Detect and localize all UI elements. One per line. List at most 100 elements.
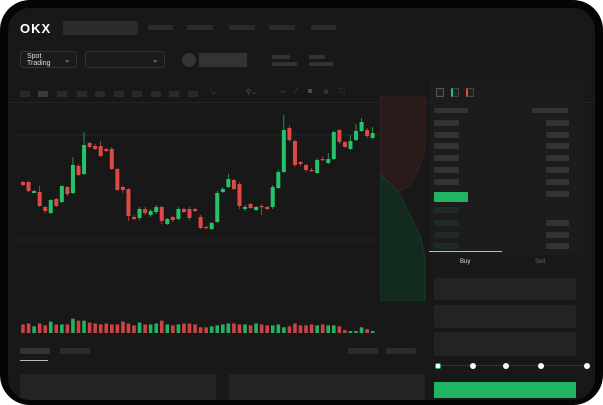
filter-button[interactable] bbox=[386, 348, 416, 354]
volume-bar bbox=[226, 323, 231, 333]
candle-body bbox=[315, 160, 320, 173]
volume-bar bbox=[326, 325, 331, 333]
timeframe-button[interactable] bbox=[114, 91, 124, 97]
nav-item[interactable] bbox=[269, 25, 295, 30]
buy-button[interactable] bbox=[434, 382, 576, 398]
timeframe-button[interactable] bbox=[169, 91, 179, 97]
timeframe-button[interactable] bbox=[20, 91, 30, 97]
candle-body bbox=[309, 170, 314, 172]
volume-bar bbox=[343, 330, 347, 333]
market-selector-button[interactable]: Spot Trading ⌄ bbox=[20, 51, 77, 68]
bid-depth-area bbox=[380, 173, 426, 301]
pair-dropdown[interactable]: ⌄ bbox=[85, 51, 165, 68]
ask-size bbox=[546, 132, 569, 138]
ask-price bbox=[434, 167, 459, 173]
trading-screen: OKX Spot Trading ⌄ ⌄ ⫶⌄ ⚲⌄ ∼ ⟋ ◙ ⊚ ⛶ bbox=[8, 8, 595, 400]
volume-bar bbox=[248, 325, 253, 333]
order-book bbox=[430, 80, 583, 255]
slider-stop[interactable] bbox=[470, 363, 476, 369]
orderbook-asks-icon[interactable] bbox=[466, 88, 474, 97]
slider-stop[interactable] bbox=[503, 363, 509, 369]
volume-bar bbox=[48, 321, 53, 333]
nav-item[interactable] bbox=[148, 25, 173, 30]
filter-button[interactable] bbox=[348, 348, 378, 354]
slider-stop[interactable] bbox=[538, 363, 544, 369]
tab-sell[interactable]: Sell bbox=[535, 259, 546, 265]
fullscreen-icon[interactable]: ⛶ bbox=[340, 88, 345, 95]
candle-body bbox=[281, 130, 286, 172]
candle-body bbox=[220, 189, 225, 192]
candlestick-chart[interactable] bbox=[15, 90, 380, 340]
orderbook-bids-icon[interactable] bbox=[451, 88, 459, 97]
volume-bar bbox=[176, 324, 181, 333]
volume-bar bbox=[187, 323, 192, 333]
tab-open-orders[interactable] bbox=[20, 348, 50, 354]
pair-price bbox=[199, 53, 247, 67]
okx-logo: OKX bbox=[20, 21, 52, 36]
ruler-icon[interactable]: ⟋ bbox=[293, 88, 298, 95]
candle-body bbox=[59, 186, 64, 202]
volume-bar bbox=[354, 331, 358, 333]
volume-bar bbox=[60, 324, 64, 333]
ask-size bbox=[546, 179, 569, 185]
volume-bar bbox=[126, 323, 131, 333]
timeframe-button[interactable] bbox=[95, 91, 105, 97]
candle-body bbox=[48, 200, 53, 213]
volume-bar bbox=[26, 323, 31, 333]
candle-body bbox=[115, 169, 120, 190]
timeframe-button[interactable] bbox=[38, 91, 48, 97]
candle-body bbox=[342, 142, 347, 147]
candle-type-icon[interactable]: ⫶⌄ bbox=[210, 88, 216, 95]
bid-price bbox=[434, 243, 459, 249]
nav-item[interactable] bbox=[229, 25, 255, 30]
last-price bbox=[434, 192, 468, 202]
timeframe-button[interactable] bbox=[57, 91, 67, 97]
timeframe-button[interactable] bbox=[77, 91, 87, 97]
volume-bar bbox=[148, 324, 153, 333]
orderbook-both-icon[interactable] bbox=[436, 88, 444, 97]
timeframe-button[interactable] bbox=[132, 91, 142, 97]
candle-body bbox=[215, 193, 220, 222]
candle-body bbox=[181, 209, 186, 212]
camera-icon[interactable]: ◙ bbox=[308, 88, 313, 95]
volume-bar bbox=[132, 325, 136, 333]
tab-order-history[interactable] bbox=[60, 348, 90, 354]
amount-slider-track[interactable] bbox=[438, 365, 588, 366]
volume-bar bbox=[165, 324, 170, 333]
orderbook-header bbox=[532, 108, 568, 113]
ask-price bbox=[434, 155, 459, 161]
candle-body bbox=[54, 199, 59, 206]
amount-input[interactable] bbox=[434, 305, 576, 328]
volume-bar bbox=[54, 324, 59, 333]
tab-buy[interactable]: Buy bbox=[460, 259, 471, 265]
nav-item[interactable] bbox=[311, 25, 336, 30]
ask-price bbox=[434, 120, 459, 126]
timeframe-button[interactable] bbox=[151, 91, 161, 97]
volume-bar bbox=[37, 323, 42, 333]
candle-body bbox=[120, 187, 125, 190]
slider-stop-0[interactable] bbox=[435, 363, 441, 369]
volume-bar bbox=[304, 325, 308, 333]
price-input[interactable] bbox=[434, 278, 576, 300]
settings-icon[interactable]: ⊚ bbox=[323, 89, 329, 96]
search-bar[interactable] bbox=[63, 21, 138, 35]
candle-body bbox=[231, 180, 236, 189]
candle-body bbox=[82, 145, 87, 174]
volume-bar bbox=[82, 320, 86, 333]
volume-bar bbox=[65, 324, 70, 333]
candle-body bbox=[226, 179, 231, 187]
ask-price bbox=[434, 179, 459, 185]
candle-body bbox=[32, 191, 37, 193]
nav-item[interactable] bbox=[187, 25, 213, 30]
slider-stop[interactable] bbox=[584, 363, 590, 369]
indicator-icon[interactable]: ⚲⌄ bbox=[246, 89, 257, 96]
candle-body bbox=[104, 149, 109, 151]
total-input[interactable] bbox=[434, 332, 576, 356]
chevron-down-icon: ⌄ bbox=[152, 56, 158, 64]
candle-body bbox=[204, 227, 209, 229]
volume-bar bbox=[237, 324, 242, 333]
bid-size bbox=[546, 232, 569, 238]
draw-line-icon[interactable]: ∼ bbox=[280, 89, 286, 96]
timeframe-button[interactable] bbox=[188, 91, 198, 97]
